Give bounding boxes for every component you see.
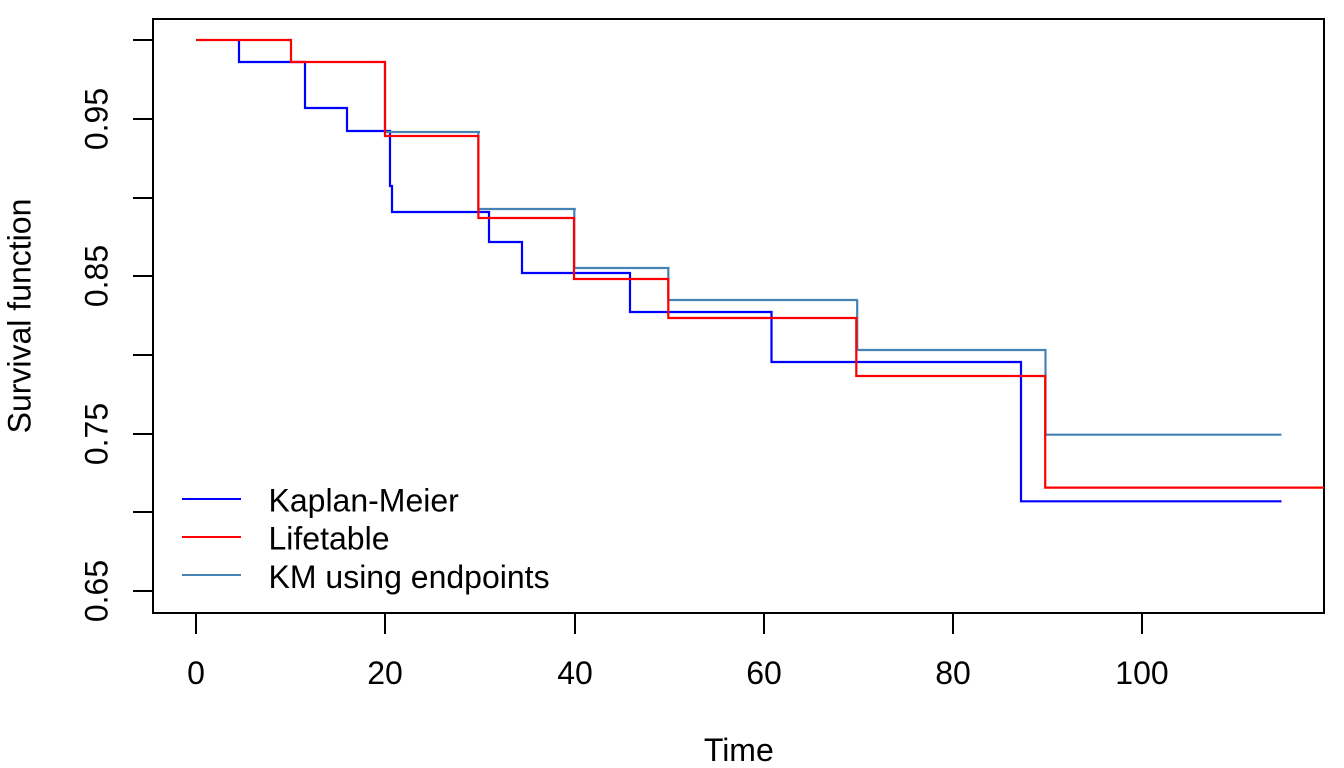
svg-text:0.75: 0.75	[79, 403, 115, 465]
svg-text:Kaplan-Meier: Kaplan-Meier	[269, 483, 460, 519]
svg-text:Time: Time	[704, 732, 774, 768]
svg-text:0.95: 0.95	[79, 88, 115, 150]
svg-text:0.85: 0.85	[79, 245, 115, 307]
svg-text:100: 100	[1115, 655, 1168, 691]
svg-text:20: 20	[367, 655, 403, 691]
svg-text:KM using endpoints: KM using endpoints	[269, 559, 550, 595]
svg-text:40: 40	[557, 655, 593, 691]
svg-text:Survival function: Survival function	[2, 199, 38, 434]
svg-text:0.65: 0.65	[79, 560, 115, 622]
svg-text:0: 0	[187, 655, 205, 691]
svg-text:Lifetable: Lifetable	[269, 521, 390, 557]
svg-text:60: 60	[746, 655, 782, 691]
svg-text:80: 80	[935, 655, 971, 691]
